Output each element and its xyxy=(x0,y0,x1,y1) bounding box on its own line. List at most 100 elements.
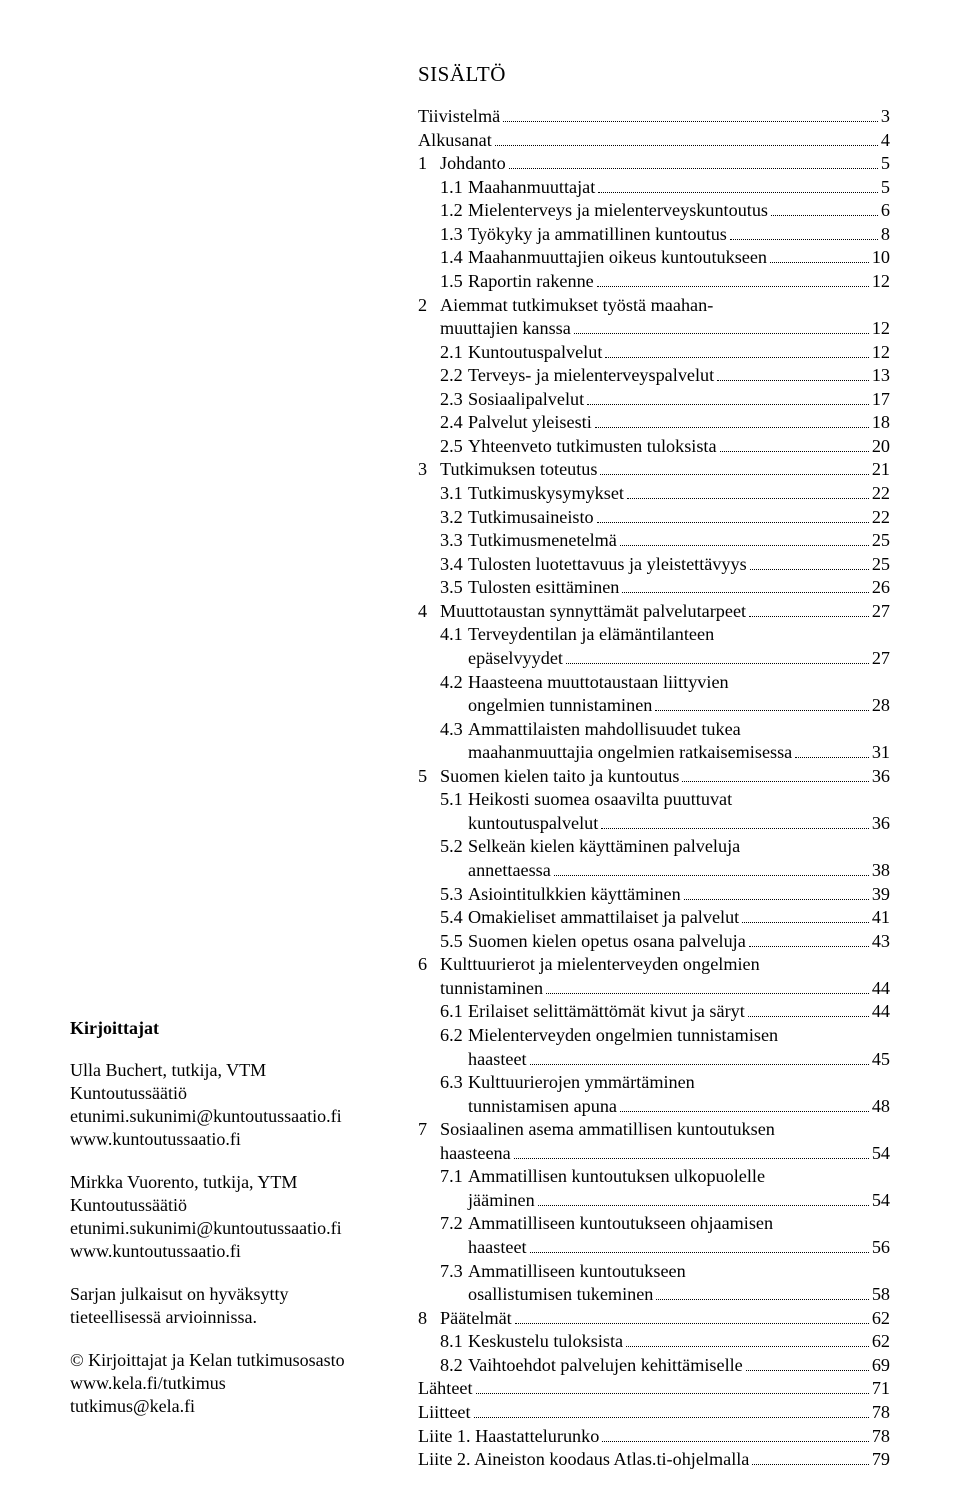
toc-label: 1Johdanto xyxy=(418,152,506,176)
toc-page: 25 xyxy=(872,553,890,577)
toc-num: 1 xyxy=(418,152,440,176)
toc-page: 78 xyxy=(872,1425,890,1449)
toc-page: 18 xyxy=(872,411,890,435)
toc-label: 2.1Kuntoutuspalvelut xyxy=(418,341,602,365)
toc-num: 5.3 xyxy=(440,883,468,907)
toc-label: 6.2Mielenterveyden ongelmien tunnistamis… xyxy=(418,1024,778,1048)
toc-label: 4.2Haasteena muuttotaustaan liittyvien xyxy=(418,671,729,695)
toc-leader xyxy=(720,451,869,452)
toc-label: 1.5Raportin rakenne xyxy=(418,270,594,294)
toc-entry: 2Aiemmat tutkimukset työstä maahan- xyxy=(418,294,890,318)
toc-page: 26 xyxy=(872,576,890,600)
toc-label: Tiivistelmä xyxy=(418,105,500,129)
toc-num: 7 xyxy=(418,1118,440,1142)
toc-num: 1.2 xyxy=(440,199,468,223)
toc-leader xyxy=(752,1464,868,1465)
toc-label: Alkusanat xyxy=(418,129,492,153)
toc-page: 8 xyxy=(881,223,890,247)
toc-leader xyxy=(474,1417,869,1418)
toc-num: 3.1 xyxy=(440,482,468,506)
toc-entry: 5.1Heikosti suomea osaavilta puuttuvat xyxy=(418,788,890,812)
toc-num: 6 xyxy=(418,953,440,977)
toc-label: 8.1Keskustelu tuloksista xyxy=(418,1330,623,1354)
author-block-1: Ulla Buchert, tutkija, VTM Kuntoutussäät… xyxy=(70,1059,380,1151)
toc-num: 8.2 xyxy=(440,1354,468,1378)
toc-leader xyxy=(622,592,868,593)
toc-entry: 4Muuttotaustan synnyttämät palvelutarpee… xyxy=(418,600,890,624)
toc-label: haasteet xyxy=(418,1236,527,1260)
toc-entry: 2.3Sosiaalipalvelut17 xyxy=(418,388,890,412)
toc-page: 22 xyxy=(872,482,890,506)
toc-label: 5.5Suomen kielen opetus osana palveluja xyxy=(418,930,746,954)
toc-page: 71 xyxy=(872,1377,890,1401)
toc-page: 54 xyxy=(872,1142,890,1166)
toc-page: 41 xyxy=(872,906,890,930)
author2-email: etunimi.sukunimi@kuntoutussaatio.fi xyxy=(70,1217,380,1240)
toc-num: 2.5 xyxy=(440,435,468,459)
toc-label: 3.2Tutkimusaineisto xyxy=(418,506,594,530)
toc-entry: 1.2Mielenterveys ja mielenterveyskuntout… xyxy=(418,199,890,223)
toc-num: 5.5 xyxy=(440,930,468,954)
toc-page: 69 xyxy=(872,1354,890,1378)
toc-entry: 3.5Tulosten esittäminen 26 xyxy=(418,576,890,600)
toc-entry: Tiivistelmä3 xyxy=(418,105,890,129)
toc-page: 36 xyxy=(872,812,890,836)
toc-leader xyxy=(601,828,868,829)
toc-leader xyxy=(656,1299,868,1300)
toc-entry: 5.2Selkeän kielen käyttäminen palveluja xyxy=(418,835,890,859)
toc-label: Lähteet xyxy=(418,1377,473,1401)
toc-label: 3.3Tutkimusmenetelmä xyxy=(418,529,617,553)
author2-org: Kuntoutussäätiö xyxy=(70,1194,380,1217)
toc-page: 27 xyxy=(872,647,890,671)
toc-num: 5.2 xyxy=(440,835,468,859)
toc-page: 12 xyxy=(872,317,890,341)
toc-label: 8.2Vaihtoehdot palvelujen kehittämiselle xyxy=(418,1354,743,1378)
toc-entry: 2.2Terveys- ja mielenterveyspalvelut13 xyxy=(418,364,890,388)
toc-num: 1.1 xyxy=(440,176,468,200)
toc-page: 39 xyxy=(872,883,890,907)
toc-page: 38 xyxy=(872,859,890,883)
toc-num: 8.1 xyxy=(440,1330,468,1354)
toc-page: 4 xyxy=(881,129,890,153)
toc-num: 4.3 xyxy=(440,718,468,742)
toc-leader xyxy=(587,404,869,405)
toc-label: maahanmuuttajia ongelmien ratkaisemisess… xyxy=(418,741,792,765)
toc-entry: 7.1Ammatillisen kuntoutuksen ulkopuolell… xyxy=(418,1165,890,1189)
toc-num: 2.1 xyxy=(440,341,468,365)
toc-num: 7.1 xyxy=(440,1165,468,1189)
toc-label: 1.1Maahanmuuttajat xyxy=(418,176,595,200)
toc-leader xyxy=(771,215,878,216)
toc-leader xyxy=(509,168,878,169)
toc-page: 21 xyxy=(872,458,890,482)
author2-web: www.kuntoutussaatio.fi xyxy=(70,1240,380,1263)
toc-leader xyxy=(620,1111,869,1112)
toc-label: 1.3Työkyky ja ammatillinen kuntoutus xyxy=(418,223,727,247)
toc-entry: 1.3Työkyky ja ammatillinen kuntoutus 8 xyxy=(418,223,890,247)
toc-entry: 6Kulttuurierot ja mielenterveyden ongelm… xyxy=(418,953,890,977)
authors-heading: Kirjoittajat xyxy=(70,1018,380,1039)
toc-label: 2.2Terveys- ja mielenterveyspalvelut xyxy=(418,364,714,388)
toc-num: 5 xyxy=(418,765,440,789)
toc-leader xyxy=(597,522,869,523)
toc-leader xyxy=(682,781,868,782)
toc-label: 7.1Ammatillisen kuntoutuksen ulkopuolell… xyxy=(418,1165,765,1189)
toc-page: 28 xyxy=(872,694,890,718)
toc-num: 6.3 xyxy=(440,1071,468,1095)
toc-entry-wrap: muuttajien kanssa12 xyxy=(418,317,890,341)
toc-label: 3.5Tulosten esittäminen xyxy=(418,576,619,600)
toc-page: 56 xyxy=(872,1236,890,1260)
toc-page: 62 xyxy=(872,1307,890,1331)
toc-label: 5Suomen kielen taito ja kuntoutus xyxy=(418,765,679,789)
toc-entry: 1Johdanto5 xyxy=(418,152,890,176)
toc-leader xyxy=(515,1323,869,1324)
toc-entry: 3.1Tutkimuskysymykset22 xyxy=(418,482,890,506)
toc-num: 6.1 xyxy=(440,1000,468,1024)
toc-entry: Liitteet78 xyxy=(418,1401,890,1425)
toc-label: Liite 2. Aineiston koodaus Atlas.ti-ohje… xyxy=(418,1448,749,1472)
toc-page: 44 xyxy=(872,977,890,1001)
toc-leader xyxy=(730,239,878,240)
toc-page: 27 xyxy=(872,600,890,624)
toc-page: 36 xyxy=(872,765,890,789)
toc-entry: 3.3Tutkimusmenetelmä25 xyxy=(418,529,890,553)
toc-page: 6 xyxy=(881,199,890,223)
